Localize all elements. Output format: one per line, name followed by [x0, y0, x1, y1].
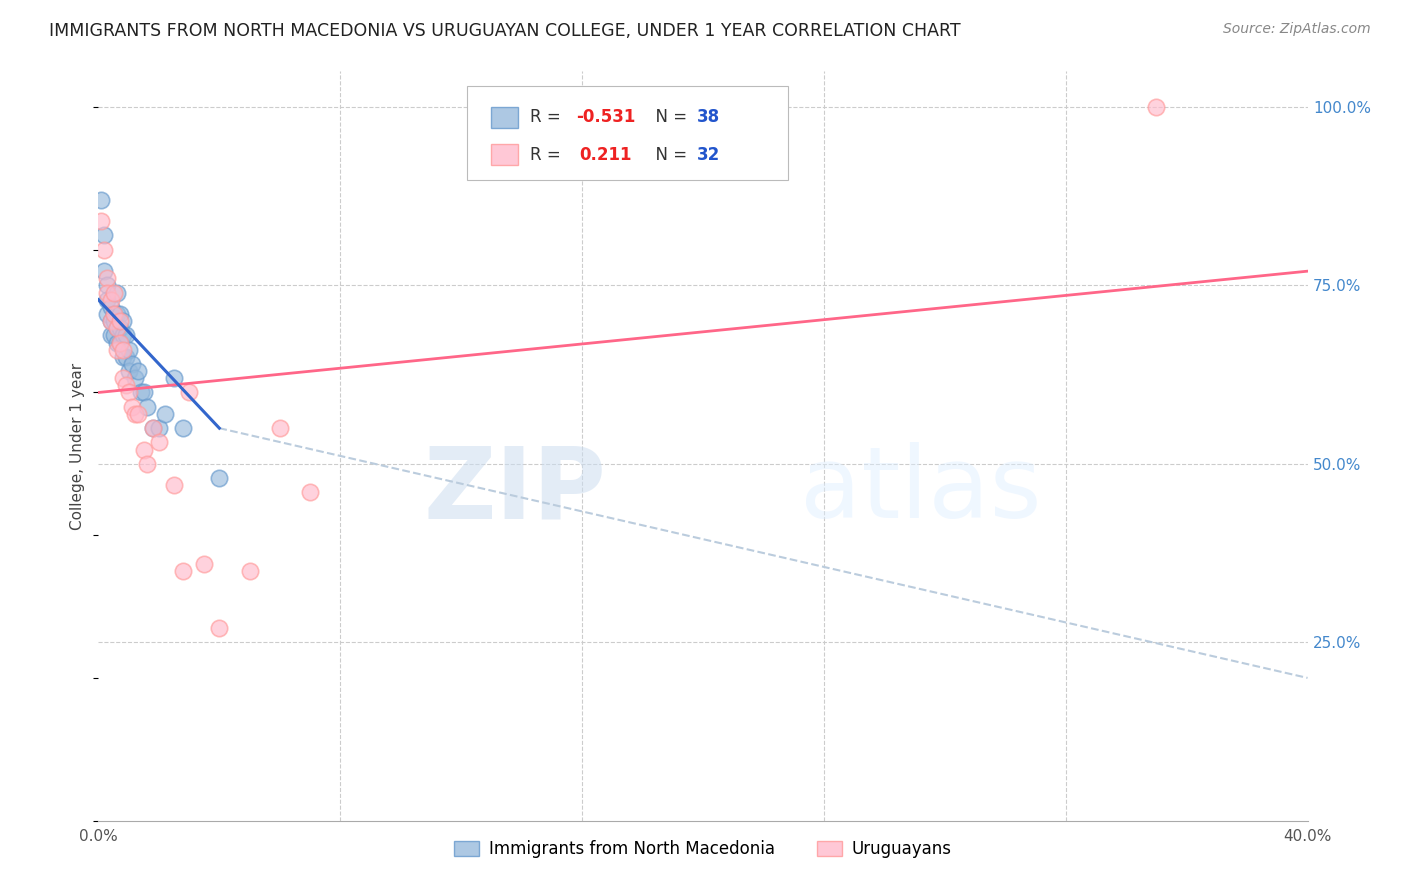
Point: [96, 271, 118, 285]
FancyBboxPatch shape: [492, 144, 517, 165]
Point: [111, 371, 134, 385]
Point: [118, 364, 141, 378]
Point: [93, 264, 115, 278]
Point: [100, 314, 122, 328]
Point: [118, 343, 141, 357]
Point: [100, 328, 122, 343]
FancyBboxPatch shape: [467, 87, 787, 180]
Text: -0.531: -0.531: [576, 109, 636, 127]
Point: [111, 314, 134, 328]
Point: [96, 278, 118, 293]
Point: [105, 307, 128, 321]
Point: [153, 407, 176, 421]
Point: [108, 335, 131, 350]
Point: [105, 321, 128, 335]
Point: [148, 421, 170, 435]
Point: [103, 285, 125, 300]
Legend: Immigrants from North Macedonia, Uruguayans: Immigrants from North Macedonia, Uruguay…: [447, 833, 959, 864]
Text: atlas: atlas: [800, 442, 1042, 540]
Point: [1144, 100, 1167, 114]
Point: [111, 343, 134, 357]
Point: [172, 421, 194, 435]
Point: [100, 300, 122, 314]
Point: [105, 343, 128, 357]
Point: [103, 307, 125, 321]
Point: [96, 307, 118, 321]
Point: [299, 485, 322, 500]
Point: [127, 407, 149, 421]
Point: [239, 564, 262, 578]
Text: Source: ZipAtlas.com: Source: ZipAtlas.com: [1223, 22, 1371, 37]
Y-axis label: College, Under 1 year: College, Under 1 year: [70, 362, 86, 530]
FancyBboxPatch shape: [492, 107, 517, 128]
Point: [90, 193, 112, 207]
Point: [172, 564, 194, 578]
Point: [163, 371, 186, 385]
Point: [124, 407, 146, 421]
Point: [105, 285, 128, 300]
Point: [111, 350, 134, 364]
Point: [118, 385, 141, 400]
Point: [105, 321, 128, 335]
Point: [142, 421, 165, 435]
Point: [142, 421, 165, 435]
Point: [269, 421, 291, 435]
Point: [129, 385, 152, 400]
Text: N =: N =: [645, 146, 692, 164]
Point: [105, 335, 128, 350]
Point: [208, 621, 231, 635]
Point: [114, 350, 136, 364]
Point: [121, 357, 143, 371]
Point: [96, 293, 118, 307]
Point: [100, 293, 122, 307]
Point: [111, 328, 134, 343]
Point: [132, 385, 155, 400]
Text: IMMIGRANTS FROM NORTH MACEDONIA VS URUGUAYAN COLLEGE, UNDER 1 YEAR CORRELATION C: IMMIGRANTS FROM NORTH MACEDONIA VS URUGU…: [49, 22, 960, 40]
Point: [103, 328, 125, 343]
Point: [163, 478, 186, 492]
Point: [96, 285, 118, 300]
Text: 32: 32: [697, 146, 720, 164]
Point: [103, 307, 125, 321]
Point: [103, 314, 125, 328]
Text: 0.211: 0.211: [579, 146, 633, 164]
Point: [208, 471, 231, 485]
Point: [114, 328, 136, 343]
Point: [90, 214, 112, 228]
Text: R =: R =: [530, 146, 571, 164]
Text: 38: 38: [697, 109, 720, 127]
Point: [121, 400, 143, 414]
Point: [100, 314, 122, 328]
Text: ZIP: ZIP: [423, 442, 606, 540]
Point: [132, 442, 155, 457]
Point: [108, 314, 131, 328]
Point: [108, 307, 131, 321]
Point: [114, 378, 136, 392]
Text: R =: R =: [530, 109, 567, 127]
Point: [127, 364, 149, 378]
Text: N =: N =: [645, 109, 692, 127]
Point: [108, 321, 131, 335]
Point: [93, 243, 115, 257]
Point: [179, 385, 201, 400]
Point: [93, 228, 115, 243]
Point: [135, 400, 157, 414]
Point: [193, 557, 215, 571]
Point: [148, 435, 170, 450]
Point: [124, 371, 146, 385]
Point: [108, 335, 131, 350]
Point: [135, 457, 157, 471]
